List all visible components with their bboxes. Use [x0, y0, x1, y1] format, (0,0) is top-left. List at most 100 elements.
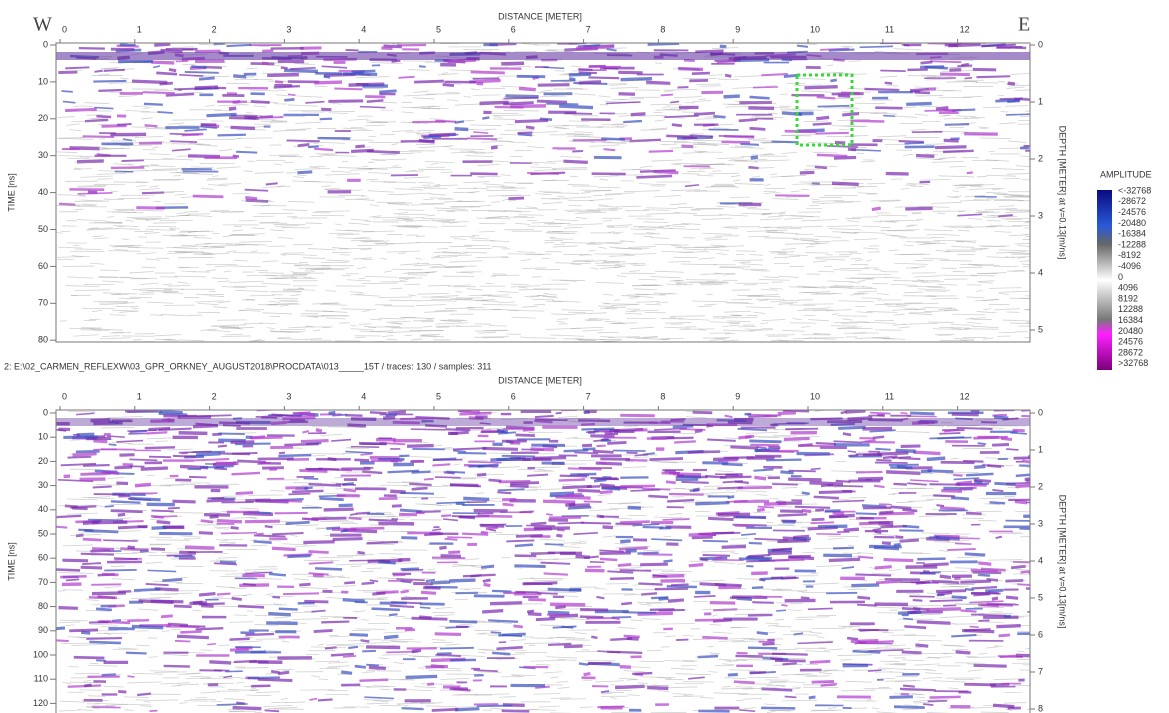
- texture: [704, 236, 722, 239]
- texture: [663, 559, 673, 563]
- texture: [556, 681, 569, 683]
- texture: [782, 329, 805, 332]
- texture: [82, 203, 97, 206]
- texture: [716, 252, 728, 256]
- texture: [986, 215, 1002, 217]
- texture: [506, 539, 535, 543]
- texture: [709, 338, 725, 342]
- texture: [131, 538, 140, 541]
- texture: [479, 100, 509, 106]
- texture: [112, 245, 135, 248]
- texture: [78, 709, 94, 712]
- texture: [903, 153, 914, 156]
- texture: [1019, 464, 1030, 467]
- texture: [58, 70, 78, 75]
- texture: [792, 183, 819, 185]
- texture: [96, 172, 127, 175]
- texture: [431, 638, 446, 641]
- texture: [924, 309, 959, 313]
- texture: [652, 574, 668, 578]
- texture: [344, 198, 370, 201]
- texture: [848, 625, 871, 627]
- texture: [843, 527, 860, 532]
- texture: [281, 640, 290, 643]
- texture: [862, 452, 883, 457]
- texture: [966, 296, 985, 299]
- texture: [728, 461, 748, 464]
- texture: [204, 242, 233, 245]
- texture: [319, 496, 344, 502]
- texture: [995, 251, 1026, 254]
- texture: [155, 440, 168, 443]
- texture: [172, 499, 196, 504]
- texture: [748, 657, 770, 659]
- texture: [176, 634, 210, 640]
- texture: [288, 326, 308, 329]
- texture: [437, 254, 472, 257]
- texture: [996, 45, 1027, 50]
- texture: [670, 315, 706, 317]
- texture: [253, 105, 267, 108]
- texture: [660, 623, 695, 625]
- texture: [139, 705, 152, 707]
- texture: [877, 578, 904, 581]
- texture: [665, 225, 686, 228]
- texture: [125, 651, 147, 655]
- texture: [503, 96, 539, 100]
- texture: [113, 225, 139, 227]
- texture: [364, 696, 395, 700]
- texture: [228, 710, 256, 713]
- texture: [566, 436, 579, 440]
- texture: [590, 434, 615, 438]
- texture: [108, 604, 126, 608]
- texture: [761, 687, 793, 692]
- texture: [757, 651, 771, 654]
- texture: [397, 226, 419, 229]
- texture: [797, 309, 828, 311]
- texture: [56, 514, 82, 519]
- texture: [626, 294, 649, 296]
- texture: [868, 418, 903, 422]
- texture: [971, 247, 990, 250]
- texture: [423, 135, 442, 139]
- texture: [952, 190, 959, 193]
- texture: [559, 104, 594, 110]
- texture: [743, 707, 756, 710]
- texture: [681, 144, 694, 149]
- texture: [673, 96, 702, 99]
- texture: [114, 465, 133, 470]
- texture: [588, 317, 610, 320]
- texture: [603, 219, 612, 222]
- texture: [549, 491, 575, 496]
- texture: [698, 98, 707, 100]
- texture: [468, 191, 480, 193]
- texture: [219, 149, 233, 152]
- texture: [315, 567, 343, 571]
- texture: [138, 608, 159, 611]
- texture: [681, 480, 709, 484]
- texture: [684, 184, 700, 188]
- texture: [166, 246, 197, 248]
- texture: [805, 245, 815, 248]
- texture: [543, 293, 558, 296]
- texture: [826, 309, 852, 312]
- texture: [550, 238, 574, 240]
- texture: [356, 597, 389, 600]
- texture: [62, 544, 94, 547]
- texture: [630, 326, 654, 330]
- texture: [581, 427, 615, 431]
- texture: [542, 202, 562, 205]
- texture: [993, 415, 1009, 420]
- texture: [229, 637, 250, 641]
- texture: [673, 68, 694, 71]
- texture: [616, 205, 642, 208]
- texture: [136, 185, 147, 187]
- texture: [218, 675, 242, 679]
- texture: [527, 162, 539, 165]
- texture: [656, 461, 678, 464]
- texture: [449, 430, 469, 436]
- texture: [906, 415, 937, 418]
- texture: [488, 619, 519, 623]
- texture: [886, 539, 911, 543]
- texture: [912, 699, 933, 702]
